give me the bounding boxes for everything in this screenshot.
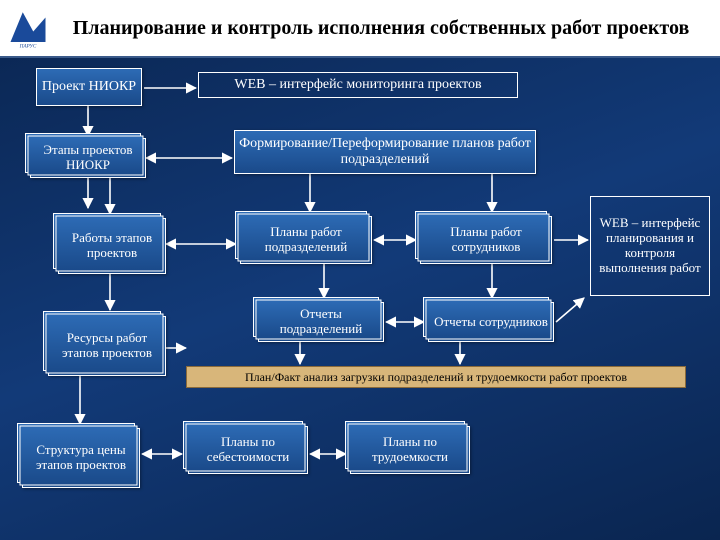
diagram-canvas: Проект НИОКР Этапы проектов НИОКР Работы э… — [0, 58, 720, 540]
node-web_plan: WEB – интерфейс планирования и контроля … — [590, 196, 710, 296]
node-plans_labor: Планы по трудоемкости — [350, 426, 470, 474]
node-web_monitor: WEB – интерфейс мониторинга проектов — [198, 72, 518, 98]
arrow-15 — [556, 298, 584, 322]
header: ПАРУС Планирование и контроль исполнения… — [0, 0, 720, 58]
node-plans_cost: Планы по себестоимости — [188, 426, 308, 474]
node-analysis: План/Факт анализ загрузки подразделений … — [186, 366, 686, 388]
logo: ПАРУС — [4, 4, 52, 52]
page-title: Планирование и контроль исполнения собст… — [52, 17, 710, 40]
node-reports_emp: Отчеты сотрудников — [428, 302, 554, 342]
node-plans_emp: Планы работ сотрудников — [420, 216, 552, 264]
node-cost_struct: Структура цены этапов проектов — [22, 428, 140, 488]
node-project: Проект НИОКР — [36, 68, 142, 106]
logo-label: ПАРУС — [19, 43, 37, 49]
node-resources: Ресурсы работ этапов проектов — [48, 316, 166, 376]
node-reports_dept: Отчеты подразделений — [258, 302, 384, 342]
node-reformation: Формирование/Переформирование планов раб… — [234, 130, 536, 174]
node-works: Работы этапов проектов — [58, 218, 166, 274]
node-plans_dept: Планы работ подразделений — [240, 216, 372, 264]
node-stages: Этапы проектов НИОКР — [30, 138, 146, 178]
